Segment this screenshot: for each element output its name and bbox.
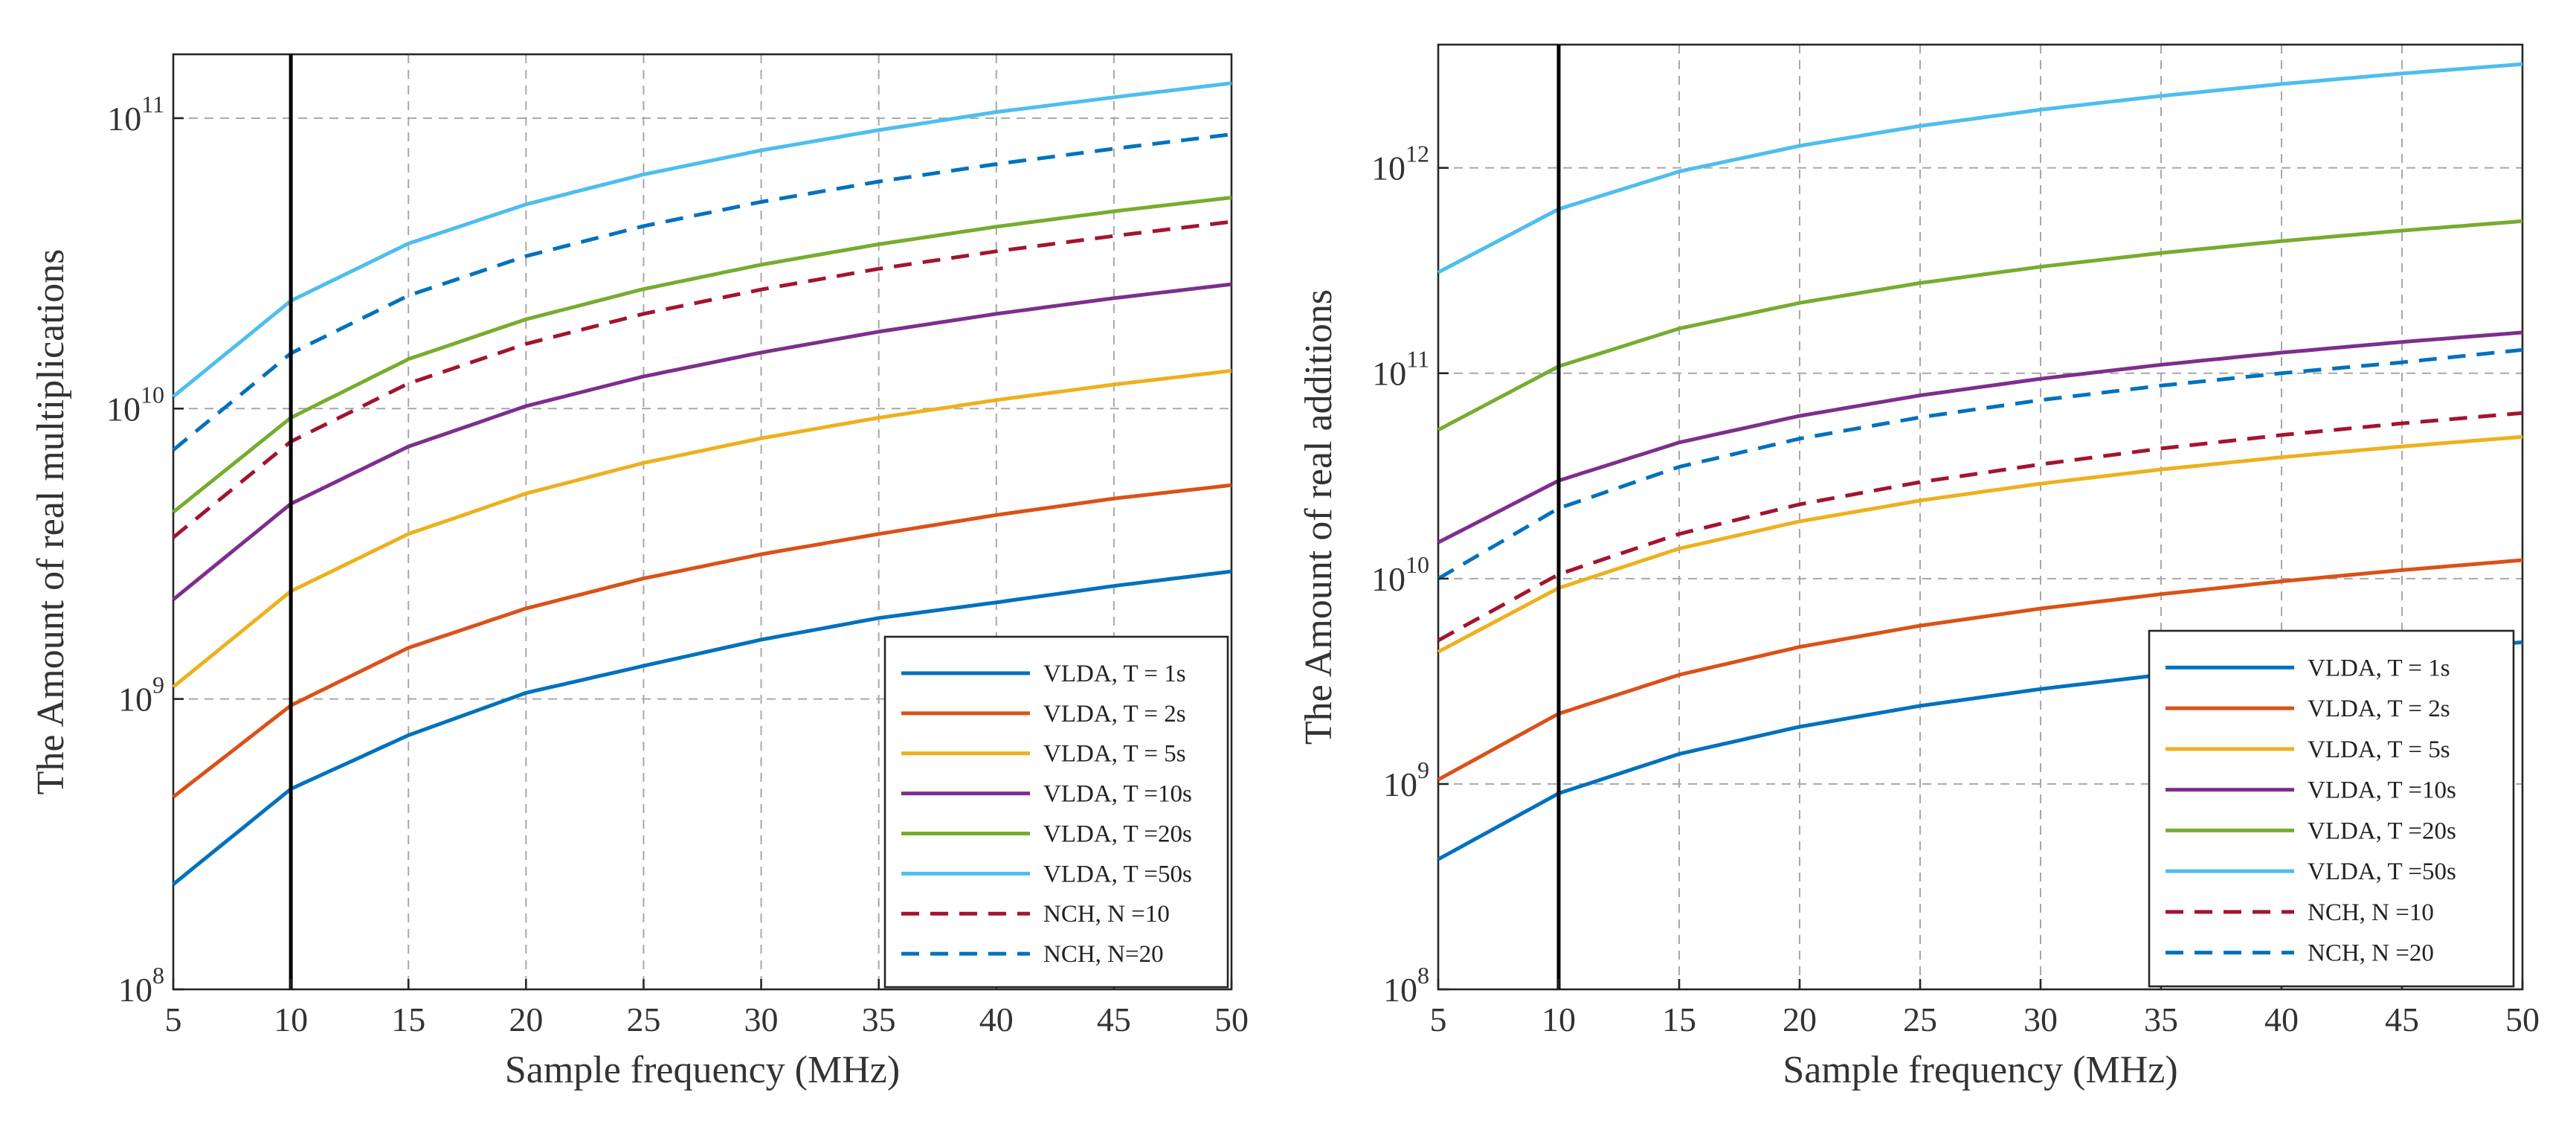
legend-label: NCH, N =10 bbox=[2308, 899, 2434, 926]
series-line-2 bbox=[172, 483, 1232, 799]
legend-label: VLDA, T = 5s bbox=[1043, 741, 1186, 768]
legend-label: NCH, N =20 bbox=[2308, 940, 2434, 967]
series-line-8 bbox=[172, 132, 1232, 452]
series-line-6 bbox=[1437, 62, 2523, 274]
legend-label: NCH, N =10 bbox=[1043, 901, 1170, 928]
x-tick-label: 40 bbox=[2264, 1001, 2299, 1038]
legend-label: VLDA, T =20s bbox=[1043, 820, 1192, 847]
legend-label: VLDA, T =10s bbox=[2308, 777, 2456, 804]
x-tick-label: 35 bbox=[2144, 1001, 2178, 1038]
x-tick-label: 20 bbox=[509, 1001, 543, 1038]
x-tick-label: 5 bbox=[1430, 1001, 1447, 1038]
y-tick-label: 108 bbox=[118, 962, 164, 1009]
series-line-8 bbox=[1437, 347, 2523, 580]
x-tick-label: 30 bbox=[2023, 1001, 2058, 1038]
series-line-5 bbox=[1437, 219, 2523, 432]
x-tick-label: 50 bbox=[1214, 1001, 1249, 1038]
y-tick-label: 1011 bbox=[1372, 346, 1429, 393]
legend: VLDA, T = 1s VLDA, T = 2s VLDA, T = 5s VLDA… bbox=[2148, 629, 2515, 988]
series-line-5 bbox=[172, 196, 1232, 514]
legend-box bbox=[883, 635, 1229, 989]
x-tick-label: 45 bbox=[1097, 1001, 1131, 1038]
series-line-6 bbox=[172, 81, 1232, 399]
legend-label: VLDA, T = 1s bbox=[1043, 661, 1186, 687]
legend-label: VLDA, T =10s bbox=[1043, 781, 1192, 808]
legend-label: VLDA, T = 5s bbox=[2308, 736, 2450, 763]
x-axis-label: Sample frequency (MHz) bbox=[1783, 1049, 2177, 1091]
legend-label: VLDA, T =50s bbox=[1043, 861, 1192, 887]
series-group bbox=[1437, 62, 2523, 861]
series-group bbox=[172, 81, 1232, 886]
x-tick-label: 25 bbox=[626, 1001, 660, 1038]
legend: VLDA, T = 1s VLDA, T = 2s VLDA, T = 5s VLDA… bbox=[883, 635, 1229, 989]
x-tick-label: 10 bbox=[274, 1001, 308, 1038]
y-tick-label: 1011 bbox=[107, 91, 164, 138]
x-tick-label: 20 bbox=[1783, 1001, 1817, 1038]
series-line-1 bbox=[172, 569, 1232, 886]
y-tick-label: 109 bbox=[118, 672, 164, 719]
legend-label: VLDA, T = 1s bbox=[2308, 655, 2450, 681]
x-tick-label: 10 bbox=[1542, 1001, 1576, 1038]
y-tick-label: 1012 bbox=[1371, 141, 1429, 187]
y-tick-label: 108 bbox=[1383, 962, 1429, 1009]
x-tick-label: 35 bbox=[862, 1001, 896, 1038]
x-tick-label: 30 bbox=[744, 1001, 779, 1038]
y-tick-label: 1010 bbox=[1371, 551, 1429, 598]
x-tick-label: 50 bbox=[2505, 1001, 2540, 1038]
chart-additions: 5 10 15 20 25 30 35 40 45 50 108 109 1010 1011 1012 Sam… bbox=[1298, 43, 2540, 1091]
series-line-4 bbox=[172, 282, 1232, 601]
y-tick-label: 109 bbox=[1383, 757, 1429, 803]
series-line-3 bbox=[1437, 434, 2523, 654]
series-line-4 bbox=[1437, 330, 2523, 545]
series-line-2 bbox=[1437, 558, 2523, 782]
y-axis-label: The Amount of real multiplications bbox=[30, 249, 72, 795]
x-tick-label: 15 bbox=[391, 1001, 425, 1038]
y-tick-label: 1010 bbox=[106, 381, 164, 428]
series-line-7 bbox=[172, 219, 1232, 539]
legend-label: VLDA, T =50s bbox=[2308, 858, 2456, 885]
x-tick-label: 15 bbox=[1662, 1001, 1696, 1038]
chart-multiplications: 5 10 15 20 25 30 35 40 45 50 108 109 1010 1011 Sample … bbox=[30, 53, 1249, 1091]
legend-label: VLDA, T = 2s bbox=[2308, 696, 2450, 722]
legend-label: VLDA, T = 2s bbox=[1043, 701, 1186, 728]
x-axis-label: Sample frequency (MHz) bbox=[505, 1049, 900, 1091]
y-axis-label: The Amount of real additions bbox=[1298, 289, 1340, 745]
plot-frame bbox=[1437, 43, 2524, 991]
legend-label: VLDA, T =20s bbox=[2308, 818, 2456, 844]
x-tick-label: 5 bbox=[165, 1001, 182, 1038]
legend-label: NCH, N=20 bbox=[1043, 941, 1164, 968]
x-tick-label: 40 bbox=[979, 1001, 1014, 1038]
legend-box bbox=[2148, 629, 2515, 988]
series-line-7 bbox=[1437, 411, 2523, 643]
x-tick-label: 25 bbox=[1903, 1001, 1937, 1038]
x-tick-label: 45 bbox=[2385, 1001, 2419, 1038]
series-line-3 bbox=[172, 368, 1232, 689]
plot-frame bbox=[172, 53, 1233, 991]
